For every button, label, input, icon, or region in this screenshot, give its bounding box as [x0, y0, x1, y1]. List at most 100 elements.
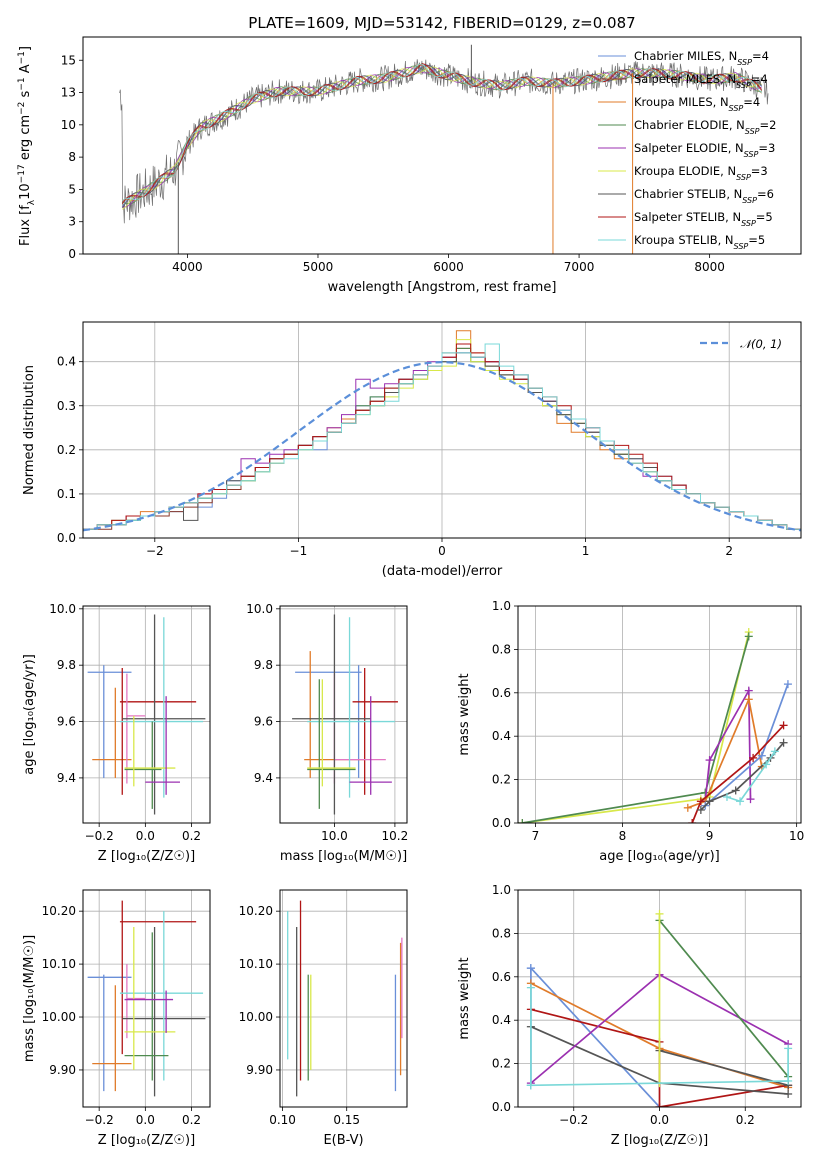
plot-area	[119, 44, 769, 254]
tick-label-x: 9	[706, 829, 714, 843]
tick-label-y: 0.0	[492, 1100, 511, 1114]
model-spectrum	[121, 63, 763, 205]
weight-line	[522, 631, 750, 823]
tick-label-y: 10.00	[42, 1010, 76, 1024]
errorbar	[119, 668, 197, 795]
weight-line	[687, 696, 763, 809]
weight-marker	[779, 721, 788, 730]
plot-area	[83, 330, 801, 538]
tick-label-y: 0.3	[57, 399, 76, 413]
tick-label-y: 0.8	[492, 926, 511, 940]
model-spectrum	[121, 66, 762, 210]
weight-marker	[744, 686, 753, 695]
tick-label-x: 0.2	[182, 829, 201, 843]
tick-label-y: 9.4	[254, 771, 273, 785]
legend-entry: Kroupa MILES, NSSP=4	[634, 95, 760, 113]
axes-frame	[279, 889, 408, 1108]
grid	[83, 606, 210, 823]
tick-label-y: 0.6	[492, 686, 511, 700]
tick-label-y: 13	[61, 86, 76, 100]
x-axis-label: age [log₁₀(age/yr)]	[599, 849, 720, 864]
tick-label-y: 10.20	[42, 904, 76, 918]
model-spectrum	[121, 64, 763, 209]
legend-entry: Salpeter STELIB, NSSP=5	[634, 210, 773, 228]
legend-entry: Chabrier ELODIE, NSSP=2	[634, 118, 776, 136]
model-spectrum	[121, 63, 763, 201]
legend: Chabrier MILES, NSSP=4 Salpeter MILES, NS…	[598, 49, 776, 251]
tick-label-x: 0.2	[182, 1113, 201, 1127]
tick-label-y: 0	[68, 247, 76, 261]
tick-label-y: 8	[68, 150, 76, 164]
errorbar	[349, 696, 392, 795]
tick-label-x: −0.2	[85, 1113, 114, 1127]
tick-label-x: 6000	[433, 260, 464, 274]
tick-label-y: 10	[61, 118, 76, 132]
axes-frame	[517, 889, 802, 1108]
weight-marker	[705, 756, 714, 765]
weight-line	[658, 919, 789, 1078]
weight-marker	[783, 680, 792, 689]
errorbar	[307, 617, 395, 798]
plot-area	[87, 614, 206, 815]
errorbar	[87, 974, 132, 1092]
y-axis-label: mass weight	[457, 673, 472, 755]
weight-marker	[722, 792, 731, 801]
legend-entry: Chabrier MILES, NSSP=4	[634, 49, 769, 67]
y-axis-label: age [log₁₀(age/yr)]	[22, 654, 37, 775]
errorbar	[124, 715, 176, 787]
errorbar	[119, 617, 204, 798]
tick-label-x: 0.15	[333, 1113, 360, 1127]
y-axis-label: Normed distribution	[22, 365, 37, 495]
tick-label-x: 10.2	[382, 829, 409, 843]
tick-label-x: 0.0	[136, 829, 155, 843]
model-spectrum	[121, 64, 763, 208]
legend-entry: 𝒩(0, 1)	[740, 337, 782, 351]
weight-marker	[770, 747, 779, 756]
axes-frame	[517, 605, 802, 824]
weight-marker	[744, 632, 753, 641]
tick-label-x: 2	[725, 544, 733, 558]
tick-label-x: 0	[438, 544, 446, 558]
weight-marker	[731, 786, 740, 795]
tick-label-x: 1	[582, 544, 590, 558]
weight-line	[691, 724, 785, 823]
model-spectrum	[122, 65, 762, 205]
tick-label-y: 0.4	[492, 729, 511, 743]
tick-label-y: 1.0	[492, 599, 511, 613]
x-axis-label: wavelength [Angstrom, rest frame]	[328, 280, 557, 295]
tick-label-y: 0.4	[492, 1013, 511, 1027]
observed-spectrum	[119, 59, 769, 224]
tick-label-x: 4000	[172, 260, 203, 274]
weight-marker	[683, 803, 692, 812]
weight-line	[704, 687, 752, 802]
weight-marker	[736, 797, 745, 806]
tick-label-y: 10.0	[49, 602, 76, 616]
panels: 4000 5000 6000 7000 80000358101315wavelength…	[17, 36, 804, 1148]
tick-label-y: 0.2	[57, 443, 76, 457]
weight-marker	[744, 695, 753, 704]
tick-label-x: 5000	[303, 260, 334, 274]
x-axis-label: E(B-V)	[323, 1133, 363, 1148]
errorbar	[307, 679, 356, 787]
model-spectrum	[122, 64, 763, 202]
tick-label-x: −0.2	[85, 829, 114, 843]
weight-marker	[526, 983, 535, 992]
legend-entry: Salpeter MILES, NSSP=4	[634, 72, 768, 90]
tick-label-y: 10.10	[239, 957, 273, 971]
weight-line	[522, 636, 750, 823]
tick-label-y: 9.8	[57, 658, 76, 672]
tick-label-y: 9.4	[57, 771, 76, 785]
plot-area	[526, 909, 793, 1107]
weight-marker	[696, 797, 705, 806]
model-spectrum	[122, 66, 762, 208]
tick-label-y: 0.2	[492, 1057, 511, 1071]
errorbar	[333, 673, 386, 784]
axes-frame	[82, 889, 211, 1108]
errorbar	[145, 696, 180, 795]
errorbar	[126, 673, 146, 784]
grid	[280, 606, 407, 823]
tick-label-y: 0.1	[57, 487, 76, 501]
tick-label-y: 3	[68, 215, 76, 229]
plot-area	[87, 900, 206, 1097]
